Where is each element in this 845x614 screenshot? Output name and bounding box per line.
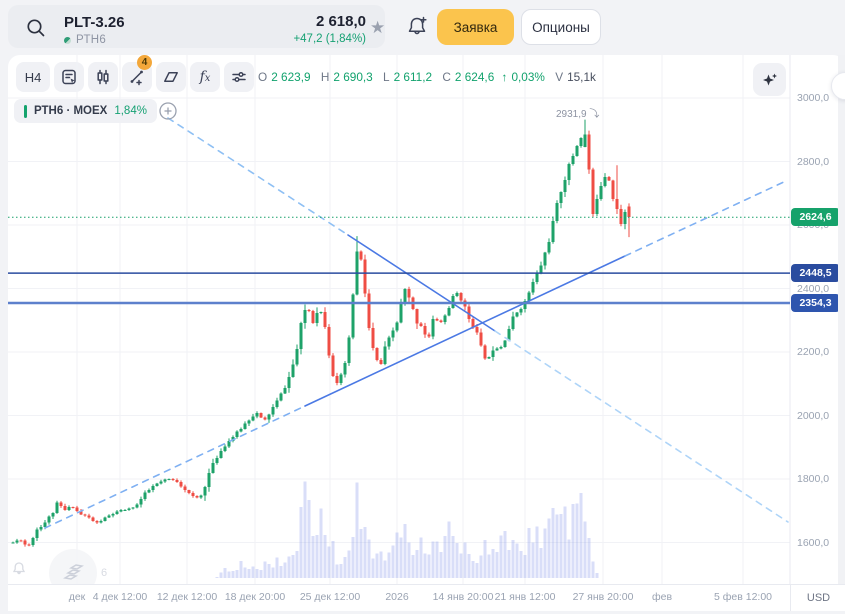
- shape-tool-button[interactable]: [156, 62, 186, 92]
- instrument-title: PLT-3.26: [64, 14, 125, 31]
- x-axis-tick: 14 янв 20:00: [432, 591, 494, 603]
- chart-canvas[interactable]: [8, 55, 845, 584]
- drawings-count-badge: 4: [137, 55, 152, 70]
- ohlc-l-value: 2 611,2: [393, 70, 433, 84]
- y-axis-label: 2200,0: [797, 346, 830, 358]
- trend-line-icon: [130, 70, 143, 86]
- object-tree-icon: [62, 69, 76, 85]
- indicators-button[interactable]: fx: [190, 62, 220, 92]
- instrument-subtitle: РТН6: [64, 34, 106, 46]
- candlestick-icon: [97, 69, 109, 85]
- high-price-annotation: 2931,9 ⤵: [556, 105, 599, 120]
- topbar: PLT-3.26 РТН6 2 618,0 +47,2 (1,84%) ★ За…: [0, 0, 845, 55]
- chart-type-button[interactable]: [88, 62, 118, 92]
- level-price-badge[interactable]: 2448,5: [791, 264, 840, 283]
- x-axis-tick: 25 дек 12:00: [299, 591, 361, 603]
- high-price-value: 2931,9: [556, 109, 587, 120]
- watermark-text: 6: [101, 567, 108, 579]
- axis-currency-toggle[interactable]: USD: [790, 585, 845, 611]
- x-axis-tick: 12 дек 12:00: [156, 591, 218, 603]
- timeframe-button[interactable]: H4: [16, 62, 50, 92]
- add-indicator-button[interactable]: [158, 101, 178, 121]
- sliders-icon: [232, 71, 246, 83]
- legend-change: 1,84%: [114, 105, 147, 117]
- object-tree-button[interactable]: [54, 62, 84, 92]
- time-axis[interactable]: USD дек 4 дек 12:00 12 дек 12:00 18 дек 20:…: [8, 584, 845, 611]
- instrument-change: +47,2 (1,84%): [293, 33, 366, 45]
- instrument-card[interactable]: PLT-3.26 РТН6 2 618,0 +47,2 (1,84%) ★: [8, 5, 385, 48]
- ohlc-c-label: C: [442, 70, 451, 84]
- ohlc-change-arrow: ↑: [501, 70, 508, 84]
- ohlc-h-value: 2 690,3: [333, 70, 373, 84]
- x-axis-tick: 18 дек 20:00: [224, 591, 286, 603]
- level-price-badge[interactable]: 2354,3: [791, 294, 840, 312]
- order-button[interactable]: Заявка: [437, 9, 514, 45]
- y-axis-label: 1800,0: [797, 473, 830, 485]
- series-legend[interactable]: РТН6 · MOEX 1,84%: [14, 99, 157, 123]
- x-axis-tick: 2026: [385, 591, 409, 603]
- ohlc-o-value: 2 623,9: [271, 70, 311, 84]
- x-axis-tick: фев: [651, 591, 673, 603]
- ohlc-change-pct: 0,03%: [511, 70, 545, 84]
- alert-bell-icon[interactable]: [403, 13, 431, 41]
- high-arrow-icon: ⤵: [589, 109, 600, 120]
- options-button[interactable]: Опционы: [521, 9, 601, 45]
- search-icon[interactable]: [23, 15, 49, 41]
- volume-value: 15,1k: [567, 70, 596, 84]
- favorite-star-icon[interactable]: ★: [370, 18, 386, 37]
- legend-ticker: РТН6 · MOEX: [34, 105, 108, 117]
- ohlc-h-label: H: [320, 70, 330, 84]
- parallelogram-icon: [164, 72, 178, 82]
- instrument-ticker: РТН6: [76, 34, 107, 46]
- ai-assistant-button[interactable]: [753, 63, 786, 96]
- y-axis-label: 3000,0: [797, 92, 830, 104]
- ohlc-c-value: 2 624,6: [454, 70, 495, 84]
- y-axis-label: 2400,0: [797, 282, 830, 295]
- instrument-logo-dot: [64, 36, 71, 44]
- y-axis-label: 2800,0: [797, 155, 830, 168]
- x-axis-tick: 21 янв 12:00: [494, 591, 556, 603]
- current-price-badge: 2624,6: [791, 208, 840, 227]
- x-axis-tick: 5 фев 12:00: [713, 591, 773, 603]
- instrument-price: 2 618,0: [315, 13, 366, 30]
- ohlc-o-label: O: [258, 70, 268, 84]
- y-axis-label: 1600,0: [797, 536, 830, 549]
- x-axis-tick: дек: [68, 591, 86, 603]
- fx-icon: fx: [199, 69, 211, 85]
- chart-panel: H4 4 fx: [8, 55, 845, 611]
- series-color-bar: [24, 104, 27, 118]
- price-axis[interactable]: 3000,02800,02600,02400,02200,02000,01800…: [790, 55, 845, 584]
- chart-settings-button[interactable]: [224, 62, 254, 92]
- watermark-bell-icon: [10, 560, 28, 583]
- volume-label: V: [555, 70, 564, 84]
- x-axis-tick: 4 дек 12:00: [92, 591, 148, 603]
- x-axis-tick: 27 янв 20:00: [572, 591, 634, 603]
- right-edge-strip: [838, 55, 845, 584]
- platinum-ingots-icon: [63, 564, 84, 580]
- ohlc-l-label: L: [383, 70, 390, 84]
- y-axis-label: 2000,0: [797, 409, 830, 422]
- sparkles-icon: [762, 73, 777, 85]
